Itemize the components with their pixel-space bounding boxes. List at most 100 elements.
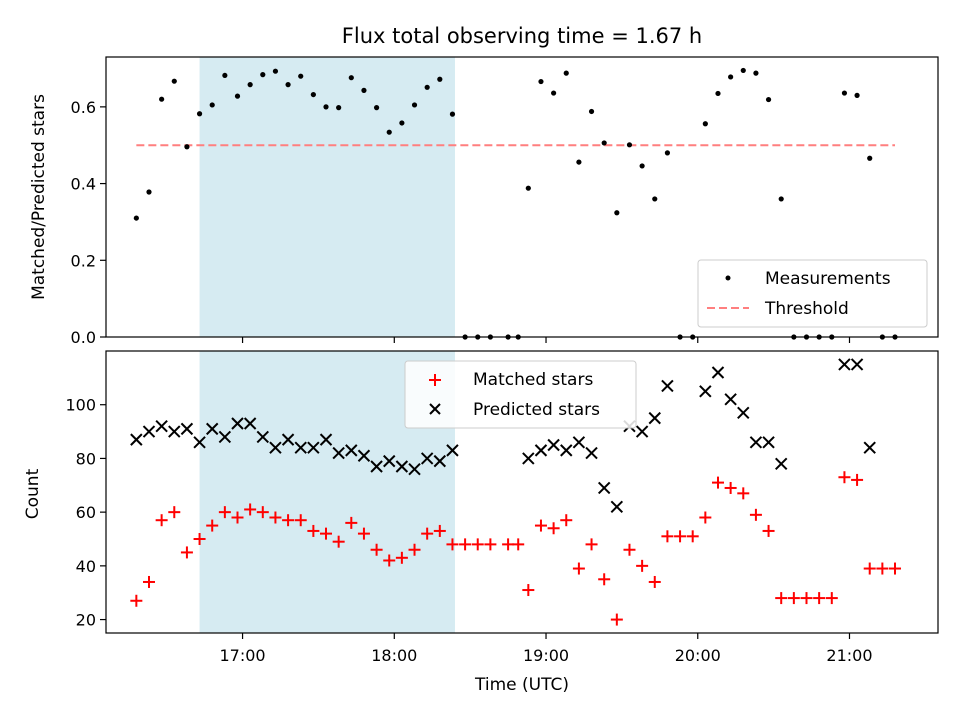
matched-stars-point	[686, 530, 699, 543]
matched-stars-point	[307, 524, 320, 537]
measurement-point	[399, 120, 405, 126]
predicted-stars-point	[155, 419, 168, 433]
matched-stars-point	[471, 538, 484, 551]
predicted-stars-point	[585, 446, 598, 460]
predicted-stars-point	[319, 433, 333, 446]
predicted-stars-point	[193, 436, 206, 449]
matched-stars-point	[433, 524, 446, 537]
predicted-stars-point	[863, 441, 876, 454]
matched-stars-point	[383, 554, 396, 567]
matched-stars-point	[244, 503, 257, 516]
matched-stars-point	[231, 511, 244, 524]
matched-stars-point	[547, 522, 560, 535]
predicted-stars-point	[357, 449, 371, 462]
matched-stars-point	[130, 594, 143, 607]
measurement-point	[601, 140, 607, 146]
bottom-y-tick-label: 100	[65, 396, 96, 415]
matched-stars-point	[813, 592, 826, 605]
matched-stars-point	[711, 476, 724, 489]
bottom-legend-box	[404, 360, 637, 429]
matched-stars-point	[876, 562, 889, 575]
measurement-point	[234, 93, 241, 99]
predicted-stars-point	[130, 433, 143, 446]
predicted-stars-point	[142, 425, 156, 438]
measurement-point	[310, 91, 316, 98]
measurement-point	[563, 70, 569, 76]
matched-stars-point	[395, 551, 408, 564]
matched-stars-point	[800, 592, 813, 605]
predicted-stars-point	[522, 452, 535, 465]
measurement-point	[323, 104, 329, 110]
measurement-point	[196, 111, 203, 117]
measurement-point	[614, 210, 620, 216]
x-tick-label: 19:00	[523, 646, 569, 665]
matched-stars-point	[585, 538, 598, 551]
bottom-data-marks	[130, 358, 902, 626]
matched-stars-point	[256, 506, 269, 519]
predicted-stars-point	[534, 444, 548, 457]
matched-stars-point	[863, 562, 876, 575]
matched-stars-point	[180, 546, 193, 559]
measurement-point	[285, 82, 291, 88]
x-axis-label: Time (UTC)	[474, 675, 569, 695]
matched-stars-point	[737, 487, 750, 500]
predicted-stars-point	[433, 454, 447, 468]
predicted-stars-point	[243, 417, 257, 430]
matched-stars-point	[502, 538, 515, 551]
predicted-stars-point	[231, 417, 244, 430]
measurement-point	[525, 185, 531, 191]
predicted-stars-point	[610, 500, 624, 513]
predicted-stars-point	[547, 438, 560, 452]
matched-stars-point	[446, 538, 459, 551]
measurement-point	[247, 82, 253, 88]
measurement-point	[437, 76, 443, 82]
predicted-stars-point	[838, 358, 851, 371]
predicted-stars-point	[635, 425, 649, 438]
measurement-point	[765, 96, 772, 103]
matched-stars-point	[598, 573, 611, 586]
measurement-point	[639, 163, 645, 169]
measurement-point	[538, 78, 544, 85]
measurement-point	[411, 102, 418, 108]
legend-measurements-marker	[725, 275, 731, 281]
measurement-point	[449, 111, 456, 117]
x-tick-label: 21:00	[826, 646, 872, 665]
measurement-point	[133, 215, 139, 221]
predicted-stars-point	[206, 422, 219, 436]
predicted-stars-point	[420, 452, 434, 465]
measurement-point	[551, 90, 557, 96]
measurement-point	[854, 92, 860, 98]
matched-stars-point	[218, 506, 231, 519]
matched-stars-point	[142, 575, 155, 588]
x-tick-label: 17:00	[220, 646, 266, 665]
matched-stars-point	[408, 543, 421, 556]
bottom-plot-frame	[105, 350, 939, 634]
matched-stars-point	[787, 592, 800, 605]
measurement-point	[740, 67, 746, 74]
measurement-point	[424, 84, 430, 90]
matched-stars-point	[648, 575, 661, 588]
measurement-point	[373, 105, 380, 111]
top-panel: 0.0 0.2 0.4 0.6 Flux total observing time =…	[29, 24, 939, 347]
predicted-stars-point	[560, 444, 573, 457]
matched-stars-point	[294, 514, 307, 527]
measurement-point	[841, 90, 848, 96]
predicted-stars-point	[332, 446, 345, 460]
measurement-point	[260, 72, 266, 78]
predicted-stars-point	[256, 430, 269, 444]
matched-stars-point	[699, 511, 712, 524]
legend-predicted-label: Predicted stars	[473, 400, 600, 420]
chart-title: Flux total observing time = 1.67 h	[342, 24, 702, 48]
predicted-stars-point	[775, 457, 788, 471]
top-plot-frame	[105, 56, 939, 338]
matched-stars-point	[345, 516, 358, 529]
matched-stars-point	[421, 527, 434, 540]
legend-matched-label: Matched stars	[473, 370, 593, 390]
matched-stars-point	[636, 559, 649, 572]
measurement-point	[272, 68, 279, 74]
bottom-legend: Matched stars Predicted stars	[404, 360, 637, 429]
measurement-point	[159, 96, 165, 102]
measurement-point	[171, 78, 177, 84]
measurement-point	[652, 196, 658, 202]
